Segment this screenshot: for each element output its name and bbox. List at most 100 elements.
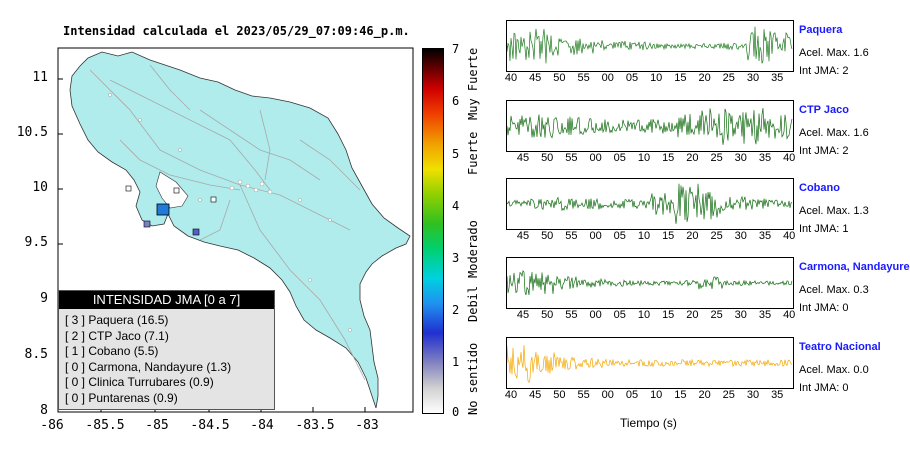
panel-tick-label: 25 — [722, 389, 735, 401]
map-ytick: 11 — [32, 70, 48, 85]
legend-row: [ 1 ] Cobano (5.5) — [65, 344, 159, 358]
panel-tick-label: 35 — [771, 72, 784, 84]
panel-tick-label: 55 — [565, 309, 578, 321]
station-name: Cobano — [799, 182, 840, 194]
seismogram-panel — [506, 257, 794, 309]
page-title: Intensidad calculada el 2023/05/29_07:09… — [63, 24, 410, 38]
panel-tick-label: 45 — [529, 389, 542, 401]
station-accel: Acel. Max. 0.0 — [799, 364, 869, 376]
map-ytick: 10 — [32, 180, 48, 195]
panel-tick-label: 35 — [758, 230, 772, 242]
panel-tick-label: 45 — [516, 152, 530, 164]
panel-tick-label: 05 — [625, 389, 639, 401]
colorbar-label: Muy Fuerte — [466, 47, 480, 120]
station-accel: Acel. Max. 0.3 — [799, 284, 869, 296]
panel-tick-label: 50 — [541, 230, 554, 242]
colorbar-tick: 6 — [452, 94, 460, 108]
panel-tick-label: 30 — [734, 230, 747, 242]
panel-tick-label: 40 — [504, 389, 518, 401]
panel-tick-label: 50 — [553, 72, 566, 84]
panel-tick-label: 15 — [674, 389, 687, 401]
station-jma: Int JMA: 1 — [799, 223, 849, 235]
panel-tick-label: 05 — [613, 230, 626, 242]
city-points — [108, 93, 352, 332]
panel-tick-label: 10 — [637, 152, 651, 164]
seismogram-panel — [506, 337, 794, 389]
station-jma: Int JMA: 0 — [799, 382, 849, 394]
land-polygon — [69, 51, 411, 409]
panel-tick-label: 15 — [662, 309, 675, 321]
panel-tick-label: 45 — [516, 230, 530, 242]
seismogram-panel — [506, 178, 794, 230]
panel-tick-label: 15 — [662, 152, 675, 164]
seismogram-trace — [506, 107, 793, 145]
station-accel: Acel. Max. 1.6 — [799, 47, 869, 59]
map-xtick: -83.5 — [295, 418, 335, 433]
colorbar-tick: 5 — [452, 147, 460, 161]
time-axis-label: Tiempo (s) — [620, 416, 677, 430]
seismogram-panel — [506, 20, 794, 72]
panel-tick-label: 10 — [637, 230, 651, 242]
station-marker-jaco — [192, 228, 200, 236]
colorbar-label: Fuerte — [466, 131, 480, 175]
road-network — [89, 64, 366, 381]
colorbar-tick: 7 — [452, 42, 460, 56]
seismogram-panel — [506, 100, 794, 152]
panel-tick-label: 20 — [698, 389, 711, 401]
panel-tick-label: 00 — [589, 309, 602, 321]
panel-tick-label: 40 — [504, 72, 518, 84]
station-marker-turrubares — [210, 196, 217, 203]
panel-tick-label: 30 — [734, 309, 747, 321]
map-xtick: -85 — [145, 418, 169, 433]
colorbar-tick: 4 — [452, 199, 460, 213]
panel-tick-label: 05 — [613, 309, 626, 321]
panel-tick-label: 35 — [758, 152, 772, 164]
intensity-legend: INTENSIDAD JMA [0 a 7] [ 3 ] Paquera (16… — [58, 290, 275, 410]
panel-tick-label: 00 — [601, 72, 614, 84]
panel-tick-label: 55 — [577, 389, 590, 401]
legend-title: INTENSIDAD JMA [0 a 7] — [59, 291, 274, 309]
seismogram-trace — [506, 270, 793, 296]
panel-tick-label: 10 — [650, 72, 663, 84]
colorbar-tick: 0 — [452, 405, 460, 419]
panel-tick-label: 20 — [698, 72, 711, 84]
map-xtick: -85.5 — [85, 418, 125, 433]
panel-tick-label: 00 — [601, 389, 614, 401]
panel-tick-label: 20 — [686, 230, 699, 242]
panel-tick-label: 40 — [783, 230, 796, 242]
station-marker-puntarenas — [173, 187, 180, 194]
panel-tick-label: 05 — [625, 72, 639, 84]
panel-tick-label: 35 — [758, 309, 772, 321]
panel-tick-label: 50 — [541, 152, 554, 164]
panel-tick-label: 25 — [710, 309, 723, 321]
station-jma: Int JMA: 2 — [799, 145, 849, 157]
panel-tick-label: 00 — [589, 230, 602, 242]
station-name: CTP Jaco — [799, 104, 849, 116]
station-name: Paquera — [799, 24, 843, 36]
panel-tick-label: 50 — [541, 309, 554, 321]
panel-tick-label: 10 — [637, 309, 651, 321]
panel-tick-label: 00 — [589, 152, 602, 164]
colorbar-tick: 3 — [452, 251, 460, 265]
panel-tick-label: 55 — [577, 72, 590, 84]
colorbar-label: Debil — [466, 285, 480, 322]
legend-row: [ 2 ] CTP Jaco (7.1) — [65, 328, 169, 343]
map-ytick: 9.5 — [24, 235, 48, 250]
panel-tick-label: 30 — [746, 389, 760, 401]
colorbar-label: Moderado — [466, 220, 480, 278]
map-ytick: 9 — [40, 291, 48, 306]
legend-row: [ 0 ] Puntarenas (0.9) — [65, 390, 178, 405]
legend-row: [ 0 ] Carmona, Nandayure (1.3) — [65, 359, 232, 374]
intensity-colorbar — [422, 48, 444, 414]
legend-row: [ 3 ] Paquera (16.5) — [65, 313, 169, 327]
panel-tick-label: 40 — [783, 309, 796, 321]
station-jma: Int JMA: 2 — [799, 65, 849, 77]
panel-tick-label: 20 — [686, 309, 699, 321]
map-xtick: -84 — [250, 418, 274, 433]
legend-row: [ 0 ] Clinica Turrubares (0.9) — [65, 375, 214, 389]
map-xtick: -83 — [355, 418, 379, 433]
station-marker-cobano — [143, 220, 151, 228]
station-jma: Int JMA: 0 — [799, 302, 849, 314]
seismogram-trace — [506, 183, 793, 224]
panel-tick-label: 50 — [553, 389, 566, 401]
